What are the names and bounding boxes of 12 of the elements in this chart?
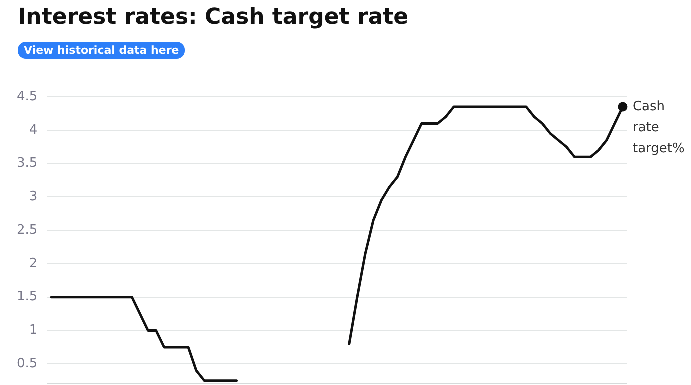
y-tick-label: 2 — [29, 256, 38, 272]
y-tick-label: 3 — [29, 190, 38, 205]
y-tick-label: 2.5 — [16, 222, 38, 238]
y-tick-label: 4 — [29, 122, 38, 138]
chart-title: Interest rates: Cash target rate — [18, 5, 409, 30]
y-tick-label: 1 — [29, 323, 38, 338]
y-tick-label: 3.5 — [16, 156, 38, 172]
series-label: Cash rate target% — [632, 99, 685, 156]
y-tick-label: 4.5 — [16, 89, 38, 104]
y-tick-label: 1.5 — [16, 290, 38, 305]
text: View historical data here — [18, 42, 186, 59]
y-tick-label: 0.5 — [16, 356, 38, 372]
